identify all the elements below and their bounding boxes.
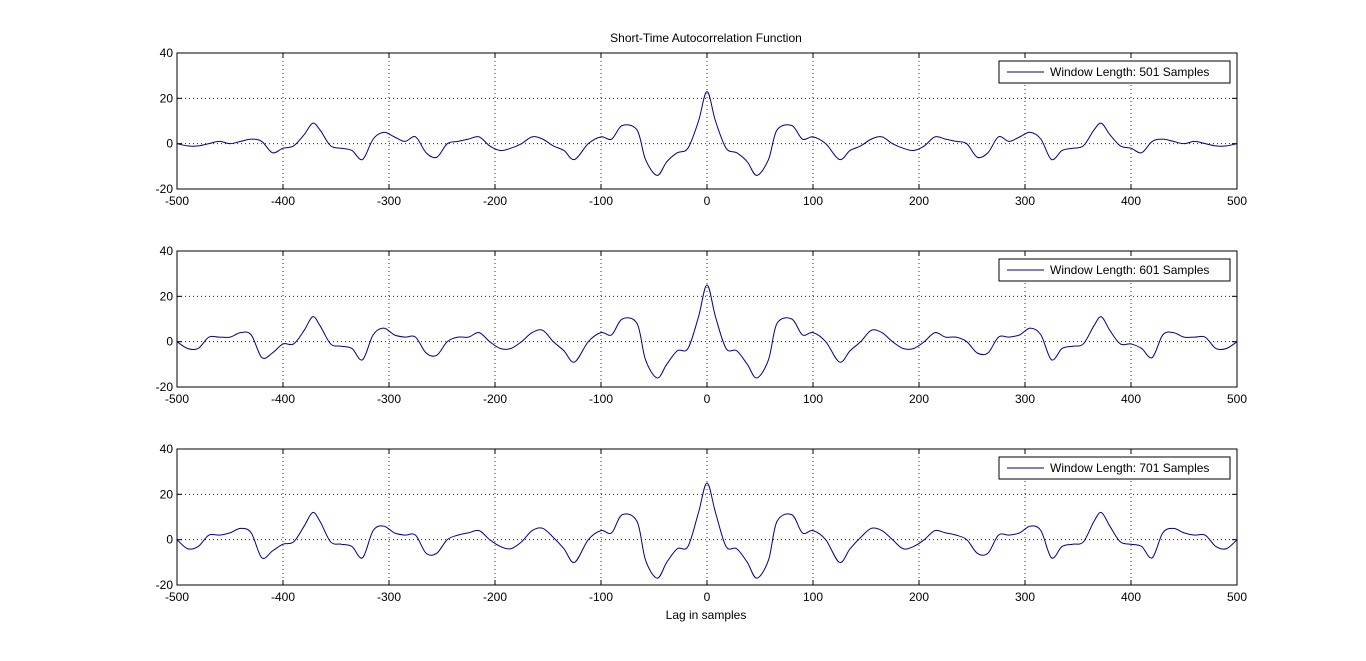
subplot-1: -500 -400 -300 -200 -100 0 100 200 300 400 500-200… (156, 46, 1248, 208)
subplot-2: -500 -400 -300 -200 -100 0 100 200 300 400 500-200… (156, 244, 1248, 406)
x-tick-label: -400 (271, 392, 295, 406)
x-tick-label: 100 (803, 590, 823, 604)
y-tick-label: 20 (160, 289, 174, 303)
x-tick-label: -200 (483, 392, 507, 406)
x-tick-label: -200 (483, 590, 507, 604)
figure-title: Short-Time Autocorrelation Function (610, 31, 802, 45)
x-tick-label: 300 (1015, 392, 1035, 406)
x-tick-label: 300 (1015, 590, 1035, 604)
subplot-3: -500 -400 -300 -200 -100 0 100 200 300 400 500-200… (156, 442, 1248, 604)
x-tick-label: -300 (377, 392, 401, 406)
legend-box (998, 258, 1231, 282)
axes-frame (176, 250, 1238, 388)
y-tick-label: 0 (166, 533, 173, 547)
x-tick-label: 500 (1227, 590, 1247, 604)
x-tick-label: 400 (1121, 392, 1141, 406)
axes-frame (176, 448, 1238, 586)
x-tick-label: -500 (165, 392, 189, 406)
legend-label: Window Length: 501 Samples (1050, 65, 1209, 79)
y-tick-label: -20 (156, 182, 174, 196)
x-tick-label: 300 (1015, 194, 1035, 208)
x-tick-label: -500 (165, 194, 189, 208)
x-tick-label: -300 (377, 590, 401, 604)
x-tick-label: 500 (1227, 194, 1247, 208)
legend: Window Length: 601 Samples (998, 258, 1231, 282)
x-axis-label: Lag in samples (666, 608, 747, 622)
x-tick-label: -300 (377, 194, 401, 208)
axes-frame (176, 52, 1238, 190)
x-tick-label: 400 (1121, 590, 1141, 604)
x-tick-label: 100 (803, 194, 823, 208)
y-tick-label: 40 (160, 244, 174, 258)
legend-box (998, 60, 1231, 84)
x-tick-label: 0 (704, 194, 711, 208)
legend-label: Window Length: 601 Samples (1050, 263, 1209, 277)
y-tick-label: 40 (160, 46, 174, 60)
x-tick-label: 500 (1227, 392, 1247, 406)
x-tick-label: -100 (589, 194, 613, 208)
x-tick-label: -200 (483, 194, 507, 208)
x-tick-label: -100 (589, 392, 613, 406)
y-tick-label: 40 (160, 442, 174, 456)
x-tick-label: 0 (704, 392, 711, 406)
x-tick-label: -500 (165, 590, 189, 604)
subplots-container: -500 -400 -300 -200 -100 0 100 200 300 400 500-200… (156, 46, 1248, 604)
series-line (176, 482, 1238, 579)
y-tick-label: 0 (166, 335, 173, 349)
x-tick-label: 200 (909, 392, 929, 406)
series-line (176, 284, 1238, 379)
y-tick-label: -20 (156, 578, 174, 592)
legend-label: Window Length: 701 Samples (1050, 461, 1209, 475)
series-line (176, 91, 1238, 176)
y-tick-label: 20 (160, 487, 174, 501)
legend: Window Length: 701 Samples (998, 456, 1231, 480)
x-tick-label: 200 (909, 590, 929, 604)
x-tick-label: -400 (271, 194, 295, 208)
y-tick-label: -20 (156, 380, 174, 394)
x-tick-label: 200 (909, 194, 929, 208)
x-tick-label: 400 (1121, 194, 1141, 208)
legend-box (998, 456, 1231, 480)
x-tick-label: 100 (803, 392, 823, 406)
y-tick-label: 20 (160, 91, 174, 105)
x-tick-label: -400 (271, 590, 295, 604)
legend: Window Length: 501 Samples (998, 60, 1231, 84)
x-tick-label: -100 (589, 590, 613, 604)
x-tick-label: 0 (704, 590, 711, 604)
y-tick-label: 0 (166, 137, 173, 151)
